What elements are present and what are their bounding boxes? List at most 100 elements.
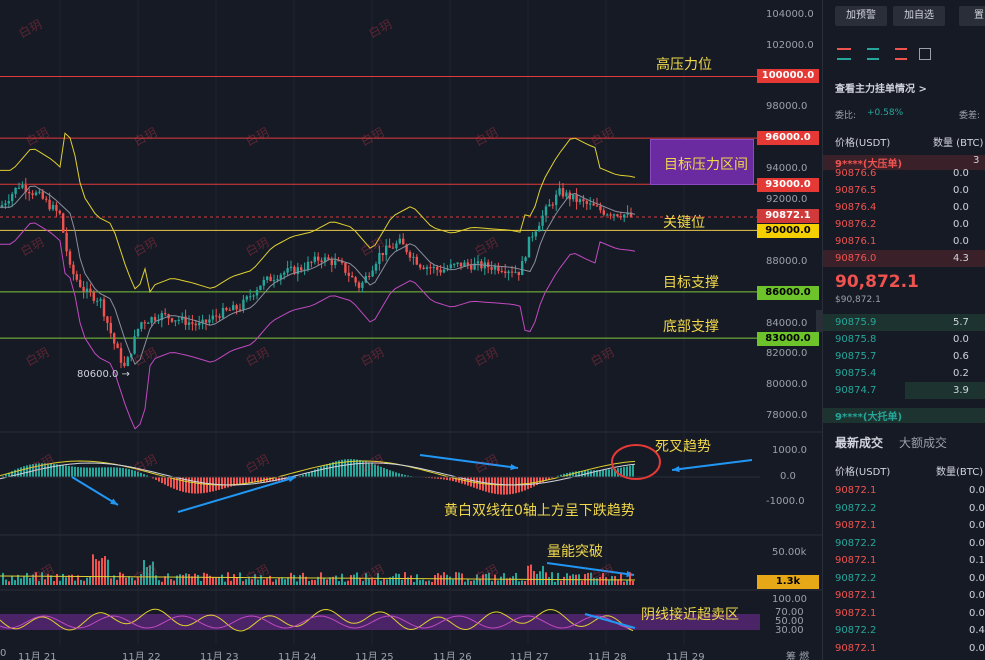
macd-dif-line (0, 460, 636, 486)
ask-qty: 0.0 (953, 168, 969, 179)
main-orders-link[interactable]: 查看主力挂单情况 > (835, 84, 927, 95)
add-favorite-button[interactable]: 加自选 (893, 6, 945, 26)
candle-body (184, 316, 187, 325)
volume-bar (275, 579, 277, 585)
candle-body (4, 203, 7, 206)
price-chart[interactable]: 104000.0 102000.0 98000.0 94000.0 92000.… (0, 0, 822, 660)
trade-row: 90872.1 0.0 (835, 640, 985, 657)
bid-qty: 0.6 (953, 351, 969, 362)
volume-bar (56, 574, 58, 585)
ask-row[interactable]: 90876.4 0.0 (835, 199, 985, 216)
volume-bar (296, 581, 298, 585)
macd-bar (191, 477, 193, 494)
trade-price: 90872.1 (835, 485, 877, 496)
macd-bar (299, 475, 301, 477)
macd-bar (71, 466, 73, 477)
ask-row[interactable]: 90876.1 0.0 (835, 233, 985, 250)
volume-bar (332, 576, 334, 585)
expand-icon[interactable] (919, 48, 931, 60)
annotation-bottom-support: 底部支撑 (663, 319, 719, 335)
macd-bar (134, 470, 136, 477)
add-alert-button[interactable]: 加预警 (835, 6, 887, 26)
level-tag-100000: 100000.0 (757, 69, 819, 83)
big-ask-row: 9****(大压单) 3 (823, 155, 985, 170)
volume-bar (179, 574, 181, 585)
volume-bar (359, 577, 361, 585)
candle-body (548, 204, 551, 207)
volume-bar (74, 580, 76, 585)
volume-bar (281, 577, 283, 585)
ask-row[interactable]: 90876.6 0.0 (835, 165, 985, 182)
candle-body (289, 266, 293, 269)
volume-bar (491, 581, 493, 585)
volume-bar (476, 574, 478, 585)
volume-bar (539, 571, 541, 585)
volume-bar (344, 581, 346, 585)
volume-bar (287, 577, 289, 585)
bid-row[interactable]: 90874.7 3.9 (823, 382, 985, 399)
ask-row[interactable]: 90876.2 0.0 (835, 216, 985, 233)
big-ask-qty: 3 (973, 155, 980, 166)
candle-body (276, 279, 279, 281)
candle-body (500, 270, 503, 272)
settings-button[interactable]: 置 (959, 6, 985, 26)
macd-bar (239, 477, 241, 485)
bid-price: 90875.7 (835, 351, 877, 362)
candle-body (524, 257, 527, 262)
book-bids-icon[interactable] (867, 48, 879, 60)
bollinger-lower (0, 222, 636, 430)
bid-row[interactable]: 90875.7 0.6 (835, 348, 985, 365)
candle-body (187, 322, 191, 325)
volume-bar (23, 576, 25, 585)
candle-body (555, 194, 558, 205)
volume-bar (98, 560, 100, 585)
bid-price: 90875.4 (835, 368, 877, 379)
bid-qty: 0.0 (953, 334, 969, 345)
macd-bar (614, 468, 616, 477)
volume-bar (269, 575, 271, 585)
candle-body (7, 201, 10, 204)
candle-body (262, 279, 265, 286)
candle-body (473, 263, 476, 270)
trend-arrow (177, 476, 297, 513)
volume-bar (257, 579, 259, 585)
ask-row[interactable]: 90876.0 4.3 (823, 250, 985, 267)
macd-bar (185, 477, 187, 493)
trade-qty: 0.0 (969, 485, 985, 496)
candle-body (119, 348, 123, 363)
macd-bar (98, 467, 100, 477)
macd-bar (68, 466, 70, 477)
order-book-panel: 加预警 加自选 置 查看主力挂单情况 > 委比: +0.58% 委差: 价格(U… (822, 0, 985, 660)
bid-price: 90875.8 (835, 334, 877, 345)
macd-bar (254, 477, 256, 483)
trend-arrow (546, 562, 635, 576)
chart-canvas[interactable] (0, 0, 822, 660)
annotation-death-cross: 死叉趋势 (655, 439, 711, 455)
candle-body (181, 316, 184, 320)
candle-body (55, 204, 58, 211)
tab-large-trades[interactable]: 大额成交 (899, 436, 948, 450)
volume-bar (161, 581, 163, 585)
volume-bar (176, 575, 178, 585)
volume-bar (77, 575, 79, 585)
candle-body (204, 319, 208, 323)
volume-bar (194, 573, 196, 585)
tab-latest-trades[interactable]: 最新成交 (835, 436, 884, 450)
bid-row[interactable]: 90875.4 0.2 (835, 365, 985, 382)
ask-row[interactable]: 90876.5 0.0 (835, 182, 985, 199)
volume-bar (422, 579, 424, 585)
ask-price: 90876.1 (835, 236, 877, 247)
ask-qty: 0.0 (953, 202, 969, 213)
volume-bar (2, 572, 4, 585)
candle-body (293, 266, 296, 274)
book-asks-icon[interactable] (895, 48, 907, 60)
volume-bar (113, 575, 115, 585)
bid-row[interactable]: 90875.9 5.7 (823, 314, 985, 331)
big-bid-label: 9****(大托单) (835, 412, 903, 423)
macd-bar (329, 463, 331, 477)
book-both-icon[interactable] (837, 48, 851, 60)
bid-row[interactable]: 90875.8 0.0 (835, 331, 985, 348)
volume-bar (143, 560, 145, 585)
ask-qty: 0.0 (953, 219, 969, 230)
volume-bar (551, 572, 553, 585)
